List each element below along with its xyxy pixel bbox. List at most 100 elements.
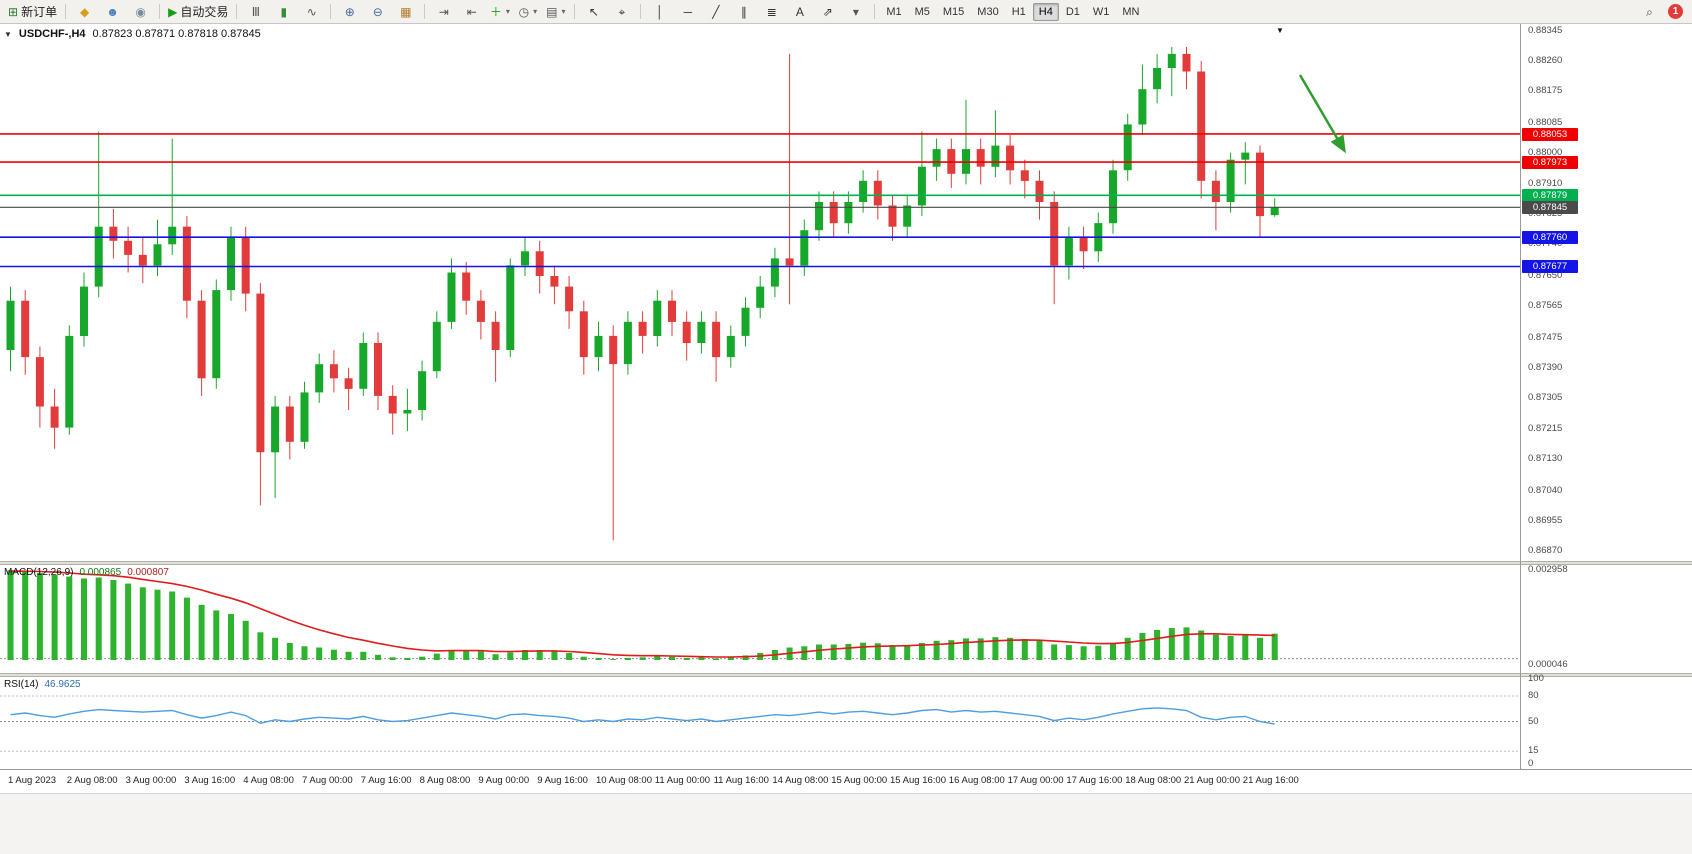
- arrow-objects-icon[interactable]: ⇗: [814, 2, 841, 22]
- rsi-axis-label: 80: [1528, 690, 1539, 701]
- tile-windows-icon[interactable]: ▦: [392, 2, 419, 22]
- time-axis-label: 15 Aug 16:00: [890, 775, 946, 786]
- timeframe-d1-button[interactable]: D1: [1065, 5, 1080, 18]
- new-order-icon: ⊞: [8, 4, 19, 19]
- time-axis-label: 7 Aug 00:00: [302, 775, 353, 786]
- autotrading-button[interactable]: ▶ 自动交易: [165, 2, 231, 22]
- bottom-space: [0, 793, 1692, 854]
- equidistant-channel-icon[interactable]: ∥: [730, 2, 757, 22]
- timeframe-h1-button[interactable]: H1: [1011, 5, 1026, 18]
- price-axis-label: 0.87390: [1528, 361, 1563, 373]
- timeframe-w1-button[interactable]: W1: [1092, 5, 1110, 18]
- time-axis-label: 17 Aug 16:00: [1066, 775, 1123, 786]
- price-axis-label: 0.87130: [1528, 453, 1563, 465]
- data-window-icon[interactable]: ☻: [99, 2, 126, 22]
- time-axis-label: 21 Aug 16:00: [1242, 775, 1299, 786]
- rsi-header: RSI(14) 46.9625: [4, 679, 81, 690]
- text-label-icon[interactable]: A: [786, 2, 813, 22]
- alerts-icon[interactable]: ◉: [127, 2, 154, 22]
- data-window-icon: ☻: [106, 4, 119, 19]
- timeframe-mn-button[interactable]: MN: [1122, 5, 1140, 18]
- price-tag: 0.87973: [1522, 156, 1578, 170]
- dropdown-arrow-icon: ▾: [533, 7, 538, 16]
- time-axis-label: 3 Aug 00:00: [125, 775, 177, 786]
- market-watch-icon: ◆: [79, 4, 90, 19]
- macd-value: 0.000865: [79, 567, 122, 578]
- main-toolbar: ⊞ 新订单 ◆ ☻ ◉ ▶ 自动交易 Ⅲ ▮ ∿ ⊕ ⊖ ▦ ⇥ ⇤ ＋ ▾ ◷ ▾ ▤ ▾ ↖ ⌖ │ ─ ╱ ∥ ≣ A ⇗ ▾ M1 M5…: [0, 0, 1692, 24]
- timeframe-h4-button[interactable]: H4: [1032, 2, 1059, 21]
- time-axis-label: 10 Aug 08:00: [596, 775, 652, 786]
- rsi-axis-label: 100: [1528, 673, 1544, 684]
- rsi-chart[interactable]: [0, 677, 1520, 769]
- crosshair-icon[interactable]: ⌖: [608, 2, 635, 22]
- time-axis-label: 15 Aug 00:00: [831, 775, 888, 786]
- bar-chart-icon[interactable]: Ⅲ: [242, 2, 269, 22]
- price-tag: 0.87845: [1522, 201, 1578, 215]
- time-axis-label: 17 Aug 00:00: [1007, 775, 1064, 786]
- timeframe-m15-button[interactable]: M15: [942, 5, 965, 18]
- panel-splitter[interactable]: [0, 561, 1692, 565]
- fibonacci-icon[interactable]: ≣: [758, 2, 785, 22]
- search-icon[interactable]: ⌕: [1636, 2, 1663, 22]
- time-axis[interactable]: 1 Aug 2023 2 Aug 08:00 3 Aug 00:00 3 Aug 16…: [0, 769, 1692, 793]
- scroll-to-end-icon[interactable]: ▼: [1276, 26, 1284, 35]
- macd-label: MACD(12,26,9): [4, 567, 74, 578]
- macd-signal-value: 0.000807: [127, 567, 169, 578]
- price-axis-label: 0.87040: [1528, 485, 1563, 497]
- time-axis-label: 7 Aug 16:00: [360, 775, 412, 786]
- candlestick-chart-icon[interactable]: ▮: [270, 2, 297, 22]
- price-axis-label: 0.87215: [1528, 423, 1563, 435]
- price-axis-label: 0.86870: [1528, 545, 1563, 556]
- alerts-icon: ◉: [135, 4, 146, 19]
- time-axis-label: 1 Aug 2023: [8, 775, 57, 786]
- periods-button[interactable]: ◷ ▾: [514, 2, 541, 22]
- timeframe-m1-button[interactable]: M1: [886, 5, 902, 18]
- toolbar-separator: [640, 4, 642, 19]
- line-chart-icon[interactable]: ∿: [298, 2, 325, 22]
- templates-button[interactable]: ▤ ▾: [542, 2, 569, 22]
- horizontal-line-icon: ─: [683, 4, 693, 19]
- auto-scroll-icon[interactable]: ⇥: [430, 2, 457, 22]
- indicators-button[interactable]: ＋ ▾: [486, 2, 513, 22]
- price-tag: 0.87677: [1522, 260, 1578, 274]
- autotrading-button-label: 自动交易: [180, 5, 229, 19]
- time-axis-label: 9 Aug 00:00: [478, 775, 530, 786]
- price-axis[interactable]: 0.88345 0.88260 0.88175 0.88085 0.88000 0.879…: [1520, 24, 1692, 769]
- new-order-button[interactable]: ⊞ 新订单: [5, 2, 60, 22]
- candlestick-chart[interactable]: [0, 24, 1520, 561]
- dropdown-arrow-icon: ▾: [505, 7, 510, 16]
- annotation-arrow[interactable]: [1298, 74, 1346, 154]
- vertical-line-icon[interactable]: │: [646, 2, 673, 22]
- horizontal-line-icon[interactable]: ─: [674, 2, 701, 22]
- panel-splitter[interactable]: [0, 673, 1692, 677]
- market-watch-icon[interactable]: ◆: [71, 2, 98, 22]
- price-axis-label: 0.87910: [1528, 178, 1563, 190]
- chart-ohlc-values: 0.87823 0.87871 0.87818 0.87845: [92, 28, 261, 40]
- macd-signal-line: [10, 570, 1275, 658]
- macd-chart[interactable]: [0, 565, 1520, 673]
- time-axis-label: 2 Aug 08:00: [66, 775, 118, 786]
- cursor-icon[interactable]: ↖: [580, 2, 607, 22]
- trendline-icon[interactable]: ╱: [702, 2, 729, 22]
- cursor-icon: ↖: [588, 4, 599, 19]
- chart-shift-icon[interactable]: ⇤: [458, 2, 485, 22]
- zoom-out-icon[interactable]: ⊖: [364, 2, 391, 22]
- templates-button: ▤: [546, 4, 558, 19]
- macd-header: MACD(12,26,9) 0.000865 0.000807: [4, 567, 169, 578]
- price-chart-panel: ▼ USDCHF-,H4 0.87823 0.87871 0.87818 0.8…: [0, 24, 1692, 561]
- candlestick-chart-icon: ▮: [280, 4, 288, 19]
- toolbar-separator: [874, 4, 876, 19]
- notification-badge[interactable]: 1: [1668, 4, 1683, 19]
- toolbar-separator: [424, 4, 426, 19]
- zoom-in-icon[interactable]: ⊕: [336, 2, 363, 22]
- chart-collapse-icon[interactable]: ▼: [4, 29, 12, 39]
- price-axis-label: 0.87305: [1528, 391, 1563, 403]
- periods-button: ◷: [518, 4, 530, 19]
- rsi-panel: RSI(14) 46.9625: [0, 677, 1692, 769]
- timeframe-m5-button[interactable]: M5: [914, 5, 930, 18]
- timeframe-m30-button[interactable]: M30: [977, 5, 999, 18]
- search-icon: ⌕: [1646, 4, 1653, 19]
- objects-more-dropdown[interactable]: ▾: [842, 2, 869, 22]
- time-axis-label: 11 Aug 00:00: [654, 775, 711, 786]
- text-label-icon: A: [795, 4, 804, 19]
